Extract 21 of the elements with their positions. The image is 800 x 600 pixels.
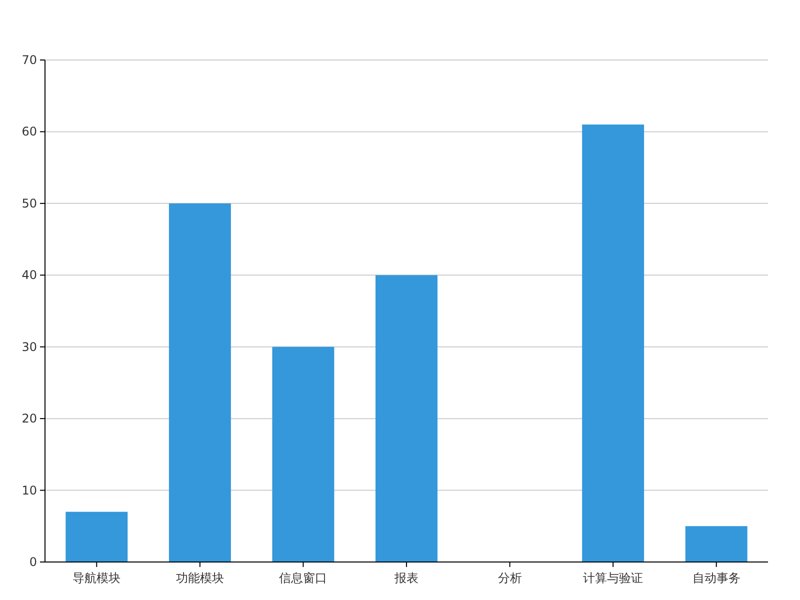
x-tick-label: 自动事务 bbox=[692, 571, 740, 585]
bar bbox=[168, 203, 231, 562]
bar bbox=[272, 346, 334, 562]
x-tick-label: 导航模块 bbox=[72, 571, 121, 585]
y-tick-label: 60 bbox=[22, 124, 37, 139]
y-tick-label: 40 bbox=[22, 268, 37, 282]
bar bbox=[685, 526, 748, 562]
bar bbox=[376, 275, 438, 562]
y-tick-label: 50 bbox=[22, 196, 37, 210]
y-tick-label: 0 bbox=[29, 555, 37, 569]
x-tick-label: 分析 bbox=[498, 571, 522, 585]
x-tick-label: 信息窗口 bbox=[279, 571, 328, 585]
y-tick-label: 20 bbox=[22, 412, 37, 426]
y-tick-label: 10 bbox=[22, 483, 37, 498]
y-tick-label: 30 bbox=[22, 340, 37, 354]
y-tick-label: 70 bbox=[22, 53, 37, 67]
x-tick-label: 报表 bbox=[394, 571, 418, 585]
x-tick-label: 功能模块 bbox=[176, 571, 224, 585]
x-tick-label: 计算与验证 bbox=[583, 571, 644, 585]
bar bbox=[66, 512, 128, 562]
bar bbox=[582, 124, 644, 562]
